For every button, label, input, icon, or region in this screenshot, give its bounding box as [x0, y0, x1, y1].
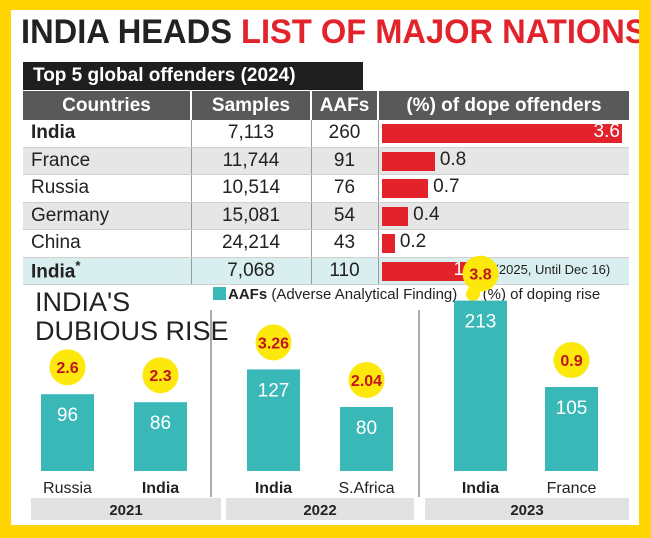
aaf-value-label: 96: [57, 405, 78, 426]
aafs-cell: 260: [311, 120, 379, 148]
table-heading: Top 5 global offenders (2024): [23, 62, 363, 90]
headline-part-1: INDIA HEADS: [21, 13, 232, 51]
aaf-value-label: 127: [258, 380, 290, 401]
table-row: Russia 10,514 76 0.7: [23, 174, 629, 203]
samples-cell: 10,514: [191, 174, 312, 203]
rise-value-label: 0.9: [560, 353, 582, 370]
offenders-table: Countries Samples AAFs (%) of dope offender…: [23, 91, 629, 285]
country-cell: China: [23, 229, 192, 258]
year-box: [425, 498, 629, 520]
country-label: France: [547, 480, 597, 497]
rise-value-label: 3.8: [469, 267, 491, 284]
rise-heading-line-1: INDIA'S: [35, 287, 131, 317]
country-cell: Germany: [23, 202, 192, 230]
rise-value-label: 3.26: [258, 335, 289, 352]
percent-cell: 0.2: [378, 229, 629, 258]
aafs-cell: 110: [311, 257, 379, 285]
aaf-value-label: 213: [465, 312, 497, 333]
percent-label: 0.7: [433, 176, 460, 197]
legend-aafs-bold: AAFs: [228, 286, 268, 303]
table-row: India*7,0681101.5*(2025, Until Dec 16): [23, 257, 629, 285]
samples-cell: 24,214: [191, 229, 312, 258]
samples-cell: 15,081: [191, 202, 312, 230]
rise-bubble: [553, 342, 590, 378]
aaf-bar: [134, 402, 187, 471]
rise-value-label: 2.6: [56, 360, 78, 377]
infographic-card: INDIA HEADS LIST OF MAJOR NATIONS Top 5 …: [11, 10, 639, 525]
aaf-bar: [340, 407, 393, 471]
legend-rise-label: (%) of doping rise: [482, 286, 601, 303]
footnote-mark: *: [75, 258, 81, 274]
column-header: Countries: [23, 91, 192, 120]
samples-cell: 11,744: [191, 147, 312, 175]
rise-bubble: [348, 362, 385, 398]
headline-part-2: LIST OF MAJOR NATIONS: [241, 13, 639, 51]
rise-value-label: 2.3: [149, 368, 171, 385]
aaf-bar: [545, 387, 598, 471]
aaf-value-label: 86: [150, 413, 171, 434]
percent-bar: [381, 151, 435, 171]
percent-label: 0.2: [399, 231, 427, 252]
percent-cell: 1.5*(2025, Until Dec 16): [378, 257, 629, 285]
aaf-bar: [247, 369, 300, 471]
country-cell: India: [23, 120, 192, 148]
aaf-value-label: 80: [356, 418, 377, 439]
table-row: Germany 15,081 54 0.4: [23, 202, 629, 230]
percent-cell: 0.4: [378, 202, 629, 230]
column-header: AAFs: [311, 91, 379, 120]
percent-label: 3.6: [593, 121, 620, 142]
percent-cell: 0.8: [378, 147, 629, 175]
column-header: (%) of dope offenders: [378, 91, 629, 120]
country-label: Russia: [43, 480, 92, 497]
year-label: 2023: [510, 502, 543, 519]
aaf-bar: [41, 394, 94, 471]
year-box: [226, 498, 414, 520]
rise-bar-charts: 962.6Russia862.3India20211273.26India802…: [31, 255, 629, 520]
percent-label: 0.4: [413, 203, 440, 225]
aaf-value-label: 105: [556, 398, 588, 419]
rise-value-label: 2.04: [351, 373, 382, 390]
headline: INDIA HEADS LIST OF MAJOR NATIONS: [21, 12, 639, 52]
percent-label: 0.8: [439, 148, 467, 170]
country-label: India: [255, 480, 292, 497]
table-row: China 24,214 43 0.2: [23, 229, 629, 258]
percent-bar: [381, 206, 409, 226]
rise-bubble: [49, 349, 86, 386]
legend-aafs-rest: (Adverse Analytical Finding): [267, 286, 458, 303]
country-label: India: [462, 480, 499, 497]
country-label: S.Africa: [338, 480, 394, 497]
country-cell: India*: [23, 257, 192, 285]
table-row: France 11,744 91 0.8: [23, 147, 629, 175]
percent-cell: 3.6: [378, 120, 629, 148]
table-row: India 7,113 260 3.6: [23, 120, 629, 148]
aafs-cell: 76: [311, 174, 379, 203]
year-box: [31, 498, 221, 520]
percent-cell: 0.7: [378, 174, 629, 203]
aafs-legend-swatch: [213, 287, 226, 300]
aafs-cell: 54: [311, 202, 379, 230]
table-header-row: Countries Samples AAFs (%) of dope offender…: [23, 91, 629, 120]
percent-bar: [381, 234, 395, 253]
country-cell: Russia: [23, 174, 192, 203]
rise-heading-line-2: DUBIOUS RISE: [35, 316, 229, 346]
percent-bar: [381, 124, 622, 143]
rise-bubble: [142, 357, 179, 394]
rise-bubble: [462, 255, 499, 292]
percent-bar: [381, 261, 482, 281]
country-cell: France: [23, 147, 192, 175]
footnote: *(2025, Until Dec 16): [489, 261, 611, 277]
aafs-cell: 91: [311, 147, 379, 175]
year-label: 2021: [109, 502, 142, 519]
samples-cell: 7,113: [191, 120, 312, 148]
country-label: India: [142, 480, 179, 497]
aafs-cell: 43: [311, 229, 379, 258]
column-header: Samples: [191, 91, 312, 120]
percent-bar: [381, 179, 429, 198]
rise-heading: INDIA'S DUBIOUS RISE: [35, 288, 229, 346]
year-label: 2022: [303, 502, 336, 519]
legend: AAFs (Adverse Analytical Finding) (%) of…: [213, 286, 600, 303]
samples-cell: 7,068: [191, 257, 312, 285]
rise-bubble: [255, 324, 292, 361]
aaf-bar: [454, 300, 507, 471]
